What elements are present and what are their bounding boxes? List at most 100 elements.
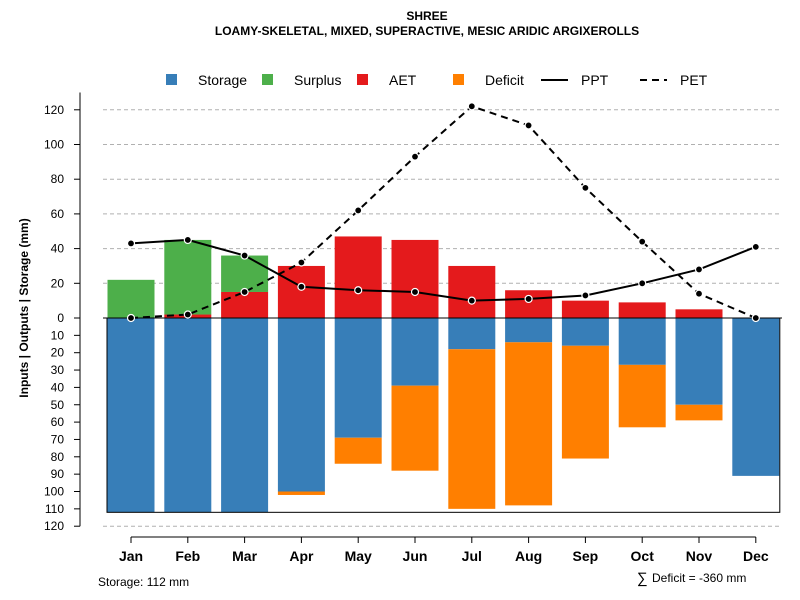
storage-bar: [675, 318, 723, 405]
surplus-bar: [107, 279, 155, 318]
y-tick-label-upper: 0: [57, 311, 64, 325]
y-tick-label-upper: 20: [51, 276, 65, 290]
ppt-point: [410, 287, 420, 297]
y-tick-label-lower: 30: [51, 363, 65, 377]
deficit-bar: [448, 349, 496, 509]
ppt-point: [240, 251, 249, 260]
deficit-bar: [675, 404, 723, 421]
x-tick-label: Jun: [403, 548, 428, 564]
x-tick-label: May: [345, 548, 372, 564]
x-tick-label: Aug: [515, 548, 542, 564]
legend-label-deficit: Deficit: [485, 72, 524, 88]
x-tick-label: Feb: [175, 548, 200, 564]
y-tick-label-lower: 100: [44, 485, 64, 499]
deficit-bar: [391, 385, 439, 471]
x-tick-label: Jul: [462, 548, 482, 564]
sum-symbol: ∑: [637, 570, 648, 587]
ppt-point: [694, 265, 704, 274]
pet-point: [183, 310, 192, 319]
y-tick-label-lower: 70: [51, 432, 65, 446]
aet-bar: [675, 309, 723, 318]
pet-point: [297, 258, 306, 267]
x-tick-label: Mar: [232, 548, 257, 564]
legend: Storage Surplus AET Deficit PPT PET: [166, 72, 708, 88]
storage-footer: Storage: 112 mm: [98, 575, 189, 589]
y-tick-label-lower: 90: [51, 467, 65, 481]
lines: [126, 102, 760, 323]
chart-title: SHREE: [406, 9, 447, 23]
x-tick-label: Nov: [686, 548, 713, 564]
aet-bar: [561, 300, 609, 318]
legend-label-ppt: PPT: [581, 72, 609, 88]
pet-point: [240, 287, 249, 297]
y-tick-label-lower: 80: [51, 450, 65, 464]
ppt-point: [751, 242, 760, 251]
aet-bar: [221, 291, 269, 318]
ppt-point: [581, 291, 590, 300]
aet-bar: [618, 302, 666, 318]
deficit-bar: [334, 437, 382, 464]
pet-point: [126, 313, 136, 323]
y-tick-label-upper: 40: [51, 242, 65, 256]
legend-label-pet: PET: [680, 72, 708, 88]
storage-bar: [732, 318, 780, 476]
y-tick-label-lower: 40: [51, 380, 65, 394]
storage-bar: [221, 318, 269, 513]
legend-swatch-aet: [357, 74, 368, 85]
pet-point: [581, 183, 590, 192]
storage-bar: [277, 318, 325, 492]
x-tick-label: Dec: [743, 548, 769, 564]
y-tick-label-upper: 80: [51, 172, 65, 186]
ppt-line: [130, 238, 757, 302]
legend-swatch-deficit: [453, 74, 464, 85]
storage-bar: [505, 318, 553, 343]
y-tick-label-lower: 120: [44, 519, 64, 533]
legend-swatch-surplus: [262, 74, 273, 85]
x-tick-label: Oct: [631, 548, 655, 564]
pet-line: [130, 105, 757, 319]
chart-subtitle: LOAMY-SKELETAL, MIXED, SUPERACTIVE, MESI…: [215, 24, 639, 38]
storage-bar: [391, 318, 439, 386]
storage-bar: [618, 318, 666, 365]
surplus-bar: [164, 239, 212, 315]
deficit-footer: Deficit = -360 mm: [652, 571, 746, 585]
y-tick-label-lower: 60: [51, 415, 65, 429]
pet-point: [467, 102, 476, 111]
legend-label-storage: Storage: [198, 72, 247, 88]
pet-point: [524, 121, 533, 130]
storage-bar: [164, 318, 212, 513]
pet-point: [638, 237, 647, 246]
axes: 0 20 40 60 80 100 120 10 20 30 40 50 60 70 80 90 100 110 1…: [44, 92, 769, 564]
x-tick-label: Sep: [573, 548, 599, 564]
pet-point: [410, 152, 420, 161]
aet-bar: [334, 236, 382, 318]
y-axis-label: Inputs | Outputs | Storage (mm): [17, 218, 31, 397]
y-tick-label-lower: 50: [51, 398, 65, 412]
y-tick-label-upper: 100: [44, 138, 64, 152]
storage-bar: [334, 318, 382, 438]
storage-bar: [107, 318, 155, 513]
legend-swatch-storage: [166, 74, 177, 85]
ppt-point: [183, 235, 192, 245]
y-tick-label-upper: 120: [44, 103, 64, 117]
pet-point: [354, 206, 363, 215]
aet-bar: [391, 239, 439, 318]
storage-bar: [448, 318, 496, 350]
y-tick-label-upper: 60: [51, 207, 65, 221]
ppt-point: [524, 294, 533, 304]
ppt-point: [638, 279, 647, 288]
surplus-bar: [221, 255, 269, 292]
y-tick-label-lower: 20: [51, 346, 65, 360]
x-tick-label: Apr: [289, 548, 314, 564]
aet-bar: [277, 265, 325, 318]
aet-bar: [505, 290, 553, 318]
deficit-bar: [561, 345, 609, 459]
y-tick-label-lower: 10: [51, 328, 65, 342]
pet-point: [751, 313, 760, 323]
ppt-point: [467, 296, 476, 305]
aet-bar: [448, 265, 496, 318]
ppt-point: [354, 286, 363, 295]
deficit-bar: [618, 364, 666, 428]
ppt-point: [126, 239, 136, 248]
